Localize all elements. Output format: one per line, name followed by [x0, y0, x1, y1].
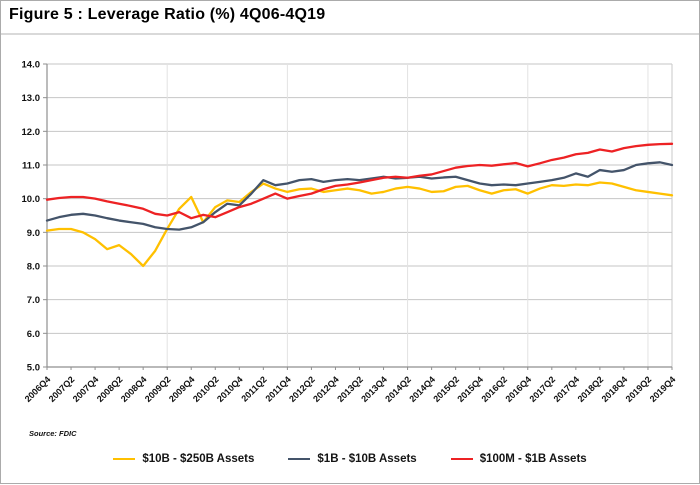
- chart-legend: $10B - $250B Assets $1B - $10B Assets $100…: [1, 453, 699, 465]
- series-line-10b-250b-assets: [45, 181, 674, 268]
- title-divider: [1, 33, 699, 35]
- x-axis-tick-label: 2019Q4: [648, 374, 678, 404]
- x-axis-tick-label: 2010Q4: [215, 374, 245, 404]
- y-axis-tick-label: 10.0: [22, 194, 41, 205]
- legend-label: $100M - $1B Assets: [479, 453, 587, 465]
- legend-line-swatch: [113, 458, 136, 460]
- y-axis-tick-label: 13.0: [22, 93, 41, 104]
- y-axis-tick-label: 8.0: [27, 262, 40, 273]
- legend-label: $10B - $250B Assets: [142, 453, 255, 465]
- y-axis-tick-label: 14.0: [22, 60, 41, 71]
- y-axis-tick-label: 7.0: [27, 295, 40, 306]
- y-axis-tick-label: 5.0: [27, 363, 40, 374]
- source-note: Source: FDIC: [29, 429, 77, 438]
- legend-item-10b-250b-assets: $10B - $250B Assets: [113, 453, 254, 465]
- y-axis-tick-label: 9.0: [27, 228, 40, 239]
- series-line-1b-10b-assets: [45, 161, 674, 231]
- y-axis-tick-label: 6.0: [27, 329, 40, 340]
- series-line-100m-1b-assets: [45, 142, 674, 220]
- legend-label: $1B - $10B Assets: [317, 453, 417, 465]
- legend-item-100m-1b-assets: $100M - $1B Assets: [450, 453, 587, 465]
- legend-line-swatch: [450, 458, 473, 460]
- y-axis-tick-label: 12.0: [22, 127, 41, 138]
- legend-line-swatch: [288, 458, 311, 460]
- figure-title: Figure 5 : Leverage Ratio (%) 4Q06-4Q19: [9, 6, 326, 23]
- x-axis-tick-label: 2011Q2: [239, 374, 268, 403]
- legend-item-1b-10b-assets: $1B - $10B Assets: [288, 453, 417, 465]
- y-axis-tick-label: 11.0: [22, 161, 40, 172]
